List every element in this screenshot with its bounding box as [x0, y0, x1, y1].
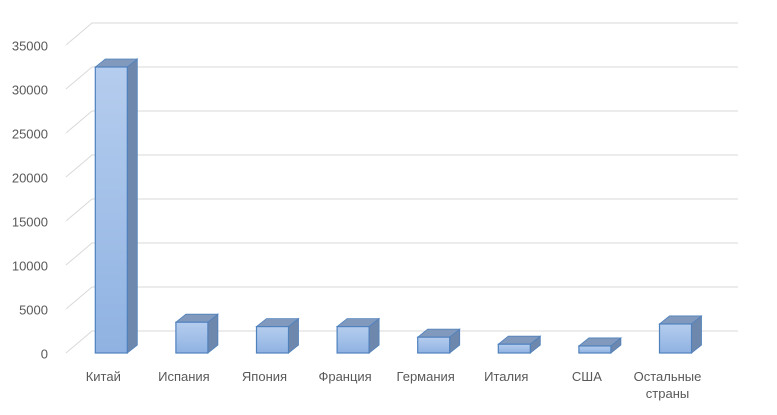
bar-front — [578, 345, 612, 354]
x-tick-label: Китай — [85, 369, 121, 384]
bar-side — [126, 58, 138, 354]
x-tick-label: Франция — [318, 369, 372, 384]
x-tick-label: Япония — [241, 369, 288, 384]
bar — [335, 317, 381, 354]
grid-line — [65, 110, 738, 134]
grid-line — [65, 198, 738, 222]
bar — [94, 58, 139, 354]
bar-front — [255, 326, 290, 354]
y-tick-label: 10000 — [12, 258, 48, 273]
bar — [658, 315, 703, 354]
x-tick-label: Италия — [484, 369, 529, 384]
bar-front — [417, 336, 451, 354]
bar — [416, 328, 461, 354]
bar-front — [336, 326, 370, 354]
bar — [255, 317, 300, 354]
y-tick-label: 35000 — [12, 38, 48, 53]
y-tick-label: 20000 — [12, 170, 48, 185]
grid-line — [65, 242, 738, 266]
grid-line — [65, 66, 738, 90]
y-tick-label: 0 — [41, 346, 48, 361]
y-tick-label: 5000 — [19, 302, 48, 317]
bar — [577, 337, 623, 354]
x-tick-label: Испания — [158, 369, 210, 384]
grid-line — [65, 330, 738, 354]
y-tick-label: 25000 — [12, 126, 48, 141]
bar-front — [497, 343, 531, 354]
bar — [497, 335, 542, 354]
x-tick-label: Германия — [396, 369, 455, 384]
grid-line — [65, 22, 738, 46]
x-tick-label: США — [571, 369, 602, 384]
y-tick-label: 30000 — [12, 82, 48, 97]
grid-line — [65, 286, 738, 310]
grid-line — [65, 154, 738, 178]
bar-front — [658, 323, 693, 354]
y-tick-label: 15000 — [12, 214, 48, 229]
bar-front — [94, 66, 128, 354]
x-tick-label: Остальные страны — [633, 369, 702, 401]
bar — [174, 313, 220, 354]
bar-front — [175, 321, 209, 354]
